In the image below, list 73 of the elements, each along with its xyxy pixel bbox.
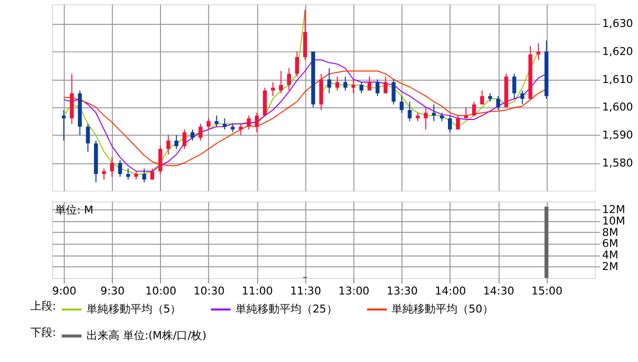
y-tick-label: 1,620: [602, 44, 634, 58]
candlestick: [254, 112, 259, 133]
candlestick: [424, 106, 428, 130]
candlestick: [384, 76, 388, 94]
candlestick: [536, 42, 540, 60]
candlestick: [464, 106, 468, 119]
candlestick: [472, 101, 476, 116]
y-tick-label: 8M: [602, 226, 618, 239]
x-tick-label: 10:00: [145, 284, 176, 298]
x-tick-label: 14:00: [434, 284, 466, 298]
candlestick: [182, 128, 186, 150]
candlestick: [222, 118, 227, 130]
candlestick: [279, 70, 283, 94]
candlestick: [295, 51, 300, 78]
legend-label: 単純移動平均（50）: [392, 302, 494, 316]
x-tick-label: 11:30: [290, 284, 322, 298]
candlestick: [432, 104, 436, 122]
candlestick: [126, 168, 130, 180]
candlestick: [270, 82, 275, 97]
y-tick-label: 1,580: [602, 156, 634, 170]
y-tick-label: 1,590: [602, 128, 634, 142]
x-tick-label: 11:00: [242, 284, 274, 298]
candlestick: [343, 76, 348, 91]
candlestick: [174, 134, 178, 150]
y-tick-label: 10M: [602, 214, 626, 228]
candlestick: [62, 109, 66, 142]
x-tick-label: 15:00: [531, 284, 563, 298]
legend-label: 出来高 単位:(M株/口/枚): [86, 328, 206, 342]
candlestick: [214, 115, 219, 128]
candlestick: [496, 96, 500, 110]
x-tick-label: 14:30: [483, 284, 514, 298]
candlestick: [335, 76, 340, 91]
candlestick: [86, 123, 90, 152]
y-tick-label: 12M: [602, 202, 626, 216]
candlestick: [520, 90, 524, 105]
candlestick: [110, 156, 114, 178]
candlestick: [246, 115, 251, 130]
candlestick: [408, 101, 412, 122]
candlestick: [102, 168, 106, 180]
candlestick: [359, 82, 364, 94]
x-tick-label: 9:00: [52, 284, 76, 298]
candlestick: [158, 146, 162, 174]
candlestick: [376, 78, 380, 97]
candlestick: [392, 78, 396, 105]
candlestick: [166, 134, 170, 156]
legend-label: 単純移動平均（25）: [236, 302, 338, 316]
y-tick-label: 4M: [602, 248, 618, 262]
candlestick: [456, 115, 460, 130]
candlestick: [190, 128, 194, 142]
legend-title: 下段:: [30, 326, 56, 339]
candlestick: [287, 68, 291, 91]
y-tick-label: 1,630: [602, 17, 634, 30]
candlestick: [351, 78, 356, 94]
candlestick: [512, 73, 516, 100]
y-tick-label: 2M: [602, 260, 618, 274]
x-tick-label: 10:30: [194, 284, 225, 298]
candlestick: [198, 123, 202, 142]
candlestick: [238, 123, 243, 136]
candlestick: [400, 96, 404, 114]
y-tick-label: 6M: [602, 237, 618, 250]
x-tick-label: 13:00: [338, 284, 370, 298]
y-tick-label: 1,610: [602, 72, 634, 86]
x-tick-label: 13:30: [386, 284, 418, 298]
legend-title: 上段:: [30, 299, 56, 312]
candlestick: [206, 118, 211, 130]
x-tick-label: 9:30: [100, 284, 125, 298]
y-axis-title: 単位: M: [54, 203, 94, 216]
y-tick-label: 1,600: [602, 100, 634, 114]
legend-label: 単純移動平均（5）: [86, 302, 182, 316]
candlestick: [480, 90, 484, 105]
candlestick: [368, 76, 372, 91]
candlestick: [448, 115, 452, 133]
candlestick: [118, 160, 122, 178]
